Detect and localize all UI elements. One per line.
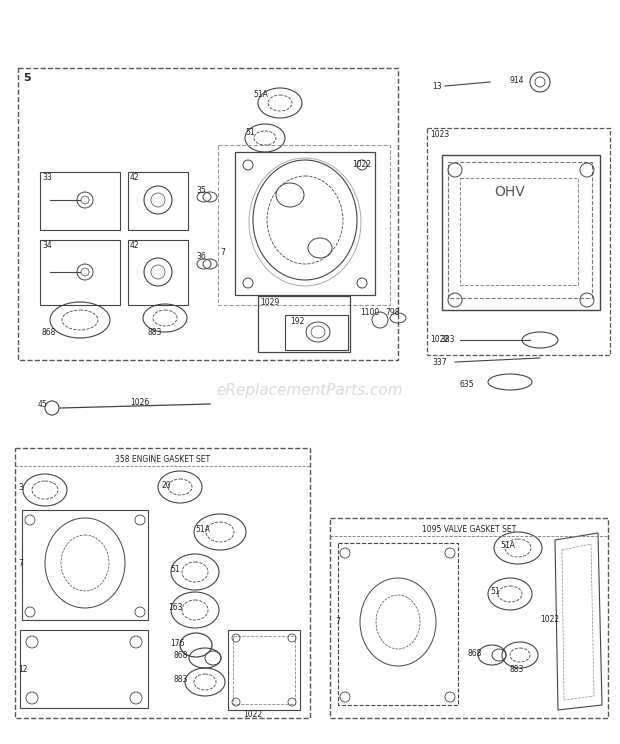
Text: 1100: 1100 [360,308,379,317]
Text: 51: 51 [245,128,255,137]
Text: 1022: 1022 [430,335,449,344]
Text: 1029: 1029 [260,298,279,307]
Bar [448,162,592,298]
Bar [40,240,120,305]
Bar [258,296,350,352]
Text: 13: 13 [432,82,441,91]
Text: 1023: 1023 [430,130,450,139]
Text: 51A: 51A [500,542,515,551]
Bar [22,510,148,620]
Text: 176: 176 [170,638,185,647]
Text: 51: 51 [170,565,180,574]
Text: 868: 868 [468,649,482,658]
Bar [285,315,348,350]
Bar [128,172,188,230]
Text: 163: 163 [168,603,182,612]
Text: 383: 383 [440,335,454,344]
Text: 20: 20 [162,481,172,490]
Bar [442,155,600,310]
Text: 34: 34 [42,241,51,250]
Text: 868: 868 [42,328,56,337]
Text: 798: 798 [385,308,399,317]
Text: 33: 33 [42,173,51,182]
Text: 51A: 51A [195,525,210,534]
Text: 45: 45 [38,400,48,409]
Text: 35: 35 [196,186,206,195]
Text: 337: 337 [432,358,446,367]
Text: 36: 36 [196,252,206,261]
Bar [20,630,148,708]
Text: 51A: 51A [253,90,268,99]
Bar [128,240,188,305]
Text: 7: 7 [18,559,23,568]
Text: 1095 VALVE GASKET SET: 1095 VALVE GASKET SET [422,525,516,534]
Text: 883: 883 [148,328,162,337]
Text: 1026: 1026 [130,398,149,407]
Text: eReplacementParts.com: eReplacementParts.com [216,382,404,397]
Text: 51: 51 [490,588,500,597]
Text: 42: 42 [130,173,140,182]
Text: 1022: 1022 [243,710,262,719]
Text: 1022: 1022 [352,160,371,169]
Text: 192: 192 [290,317,304,326]
Bar [233,636,295,704]
Text: 868: 868 [173,652,187,661]
Text: 883: 883 [173,676,187,684]
Text: 7: 7 [220,248,225,257]
Bar [15,448,310,718]
Text: 12: 12 [18,665,27,675]
Text: 1022: 1022 [540,615,559,624]
Text: 42: 42 [130,241,140,250]
Bar [460,178,578,285]
Bar [40,172,120,230]
Bar [235,152,375,295]
Text: 914: 914 [510,76,525,85]
Text: 358 ENGINE GASKET SET: 358 ENGINE GASKET SET [115,455,210,464]
Text: 635: 635 [460,380,475,389]
Text: 5: 5 [23,73,30,83]
Bar [338,543,458,705]
Bar [228,630,300,710]
Text: 3: 3 [18,484,23,493]
Bar [427,128,610,355]
Bar [218,145,390,305]
Bar [18,68,398,360]
Text: 7: 7 [335,618,340,626]
Bar [330,518,608,718]
Text: OHV: OHV [495,185,525,199]
Text: 883: 883 [510,665,525,674]
